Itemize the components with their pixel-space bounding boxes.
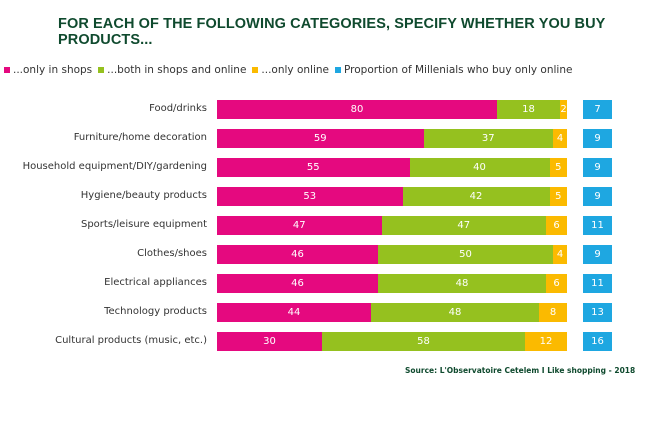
category-label: Sports/leisure equipment: [80, 219, 207, 230]
legend-item: ...only online: [250, 64, 329, 76]
millenial-value-box: 9: [583, 245, 612, 264]
category-label: Food/drinks: [149, 103, 207, 114]
bar-segment: 53: [217, 187, 403, 206]
bar-segment: 18: [497, 100, 560, 119]
bar-segment: 4: [553, 245, 567, 264]
millenial-value-box: 11: [583, 274, 612, 293]
legend-swatch: [335, 67, 342, 73]
bar-segment: 46: [217, 274, 378, 293]
legend-label: ...only in shops: [13, 64, 93, 76]
bar-segment: 37: [423, 129, 553, 148]
category-label: Household equipment/DIY/gardening: [22, 161, 207, 172]
source-note: Source: L'Observatoire Cetelem I Like sh…: [405, 366, 636, 375]
bar-segment: 80: [217, 100, 497, 119]
millenial-value-box: 9: [583, 158, 612, 177]
millenial-value-box: 9: [583, 129, 612, 148]
bar-segment: 50: [378, 245, 553, 264]
category-label: Technology products: [104, 306, 207, 317]
millenial-value-box: 9: [583, 187, 612, 206]
legend-swatch: [98, 67, 105, 73]
legend-label: Proportion of Millenials who buy only on…: [344, 64, 573, 76]
category-label: Clothes/shoes: [137, 248, 207, 259]
bar-segment: 5: [549, 158, 567, 177]
bar-segment: 30: [217, 332, 322, 351]
category-label: Cultural products (music, etc.): [55, 335, 207, 346]
millenial-value-box: 11: [583, 216, 612, 235]
millenial-value-box: 7: [583, 100, 612, 119]
bar-segment: 6: [546, 216, 567, 235]
category-label: Furniture/home decoration: [73, 132, 207, 143]
bar-segment: 44: [217, 303, 371, 322]
bar-segment: 2: [560, 100, 567, 119]
bar-segment: 12: [525, 332, 567, 351]
bar-segment: 8: [539, 303, 567, 322]
bar-segment: 48: [371, 303, 539, 322]
millenial-value-box: 13: [583, 303, 612, 322]
legend-swatch: [4, 67, 10, 73]
bar-segment: 47: [381, 216, 546, 235]
legend-item: ...both in shops and online: [96, 64, 246, 76]
legend-swatch: [252, 67, 259, 73]
bar-segment: 48: [378, 274, 546, 293]
bar-segment: 55: [217, 158, 410, 177]
legend: ...only in shops ...both in shops and onl…: [2, 64, 576, 76]
bar-segment: 4: [553, 129, 567, 148]
bar-segment: 6: [546, 274, 567, 293]
bar-segment: 40: [409, 158, 550, 177]
bar-segment: 5: [549, 187, 567, 206]
bar-segment: 46: [217, 245, 378, 264]
legend-item: Proportion of Millenials who buy only on…: [333, 64, 572, 76]
bar-segment: 59: [217, 129, 424, 148]
millenial-value-box: 16: [583, 332, 612, 351]
legend-label: ...both in shops and online: [107, 64, 247, 76]
category-label: Electrical appliances: [104, 277, 207, 288]
chart-title: FOR EACH OF THE FOLLOWING CATEGORIES, SP…: [58, 16, 606, 48]
category-label: Hygiene/beauty products: [80, 190, 207, 201]
bar-segment: 47: [217, 216, 382, 235]
bar-segment: 58: [322, 332, 525, 351]
legend-item: ...only in shops: [2, 64, 92, 76]
bar-segment: 42: [402, 187, 550, 206]
legend-label: ...only online: [261, 64, 330, 76]
